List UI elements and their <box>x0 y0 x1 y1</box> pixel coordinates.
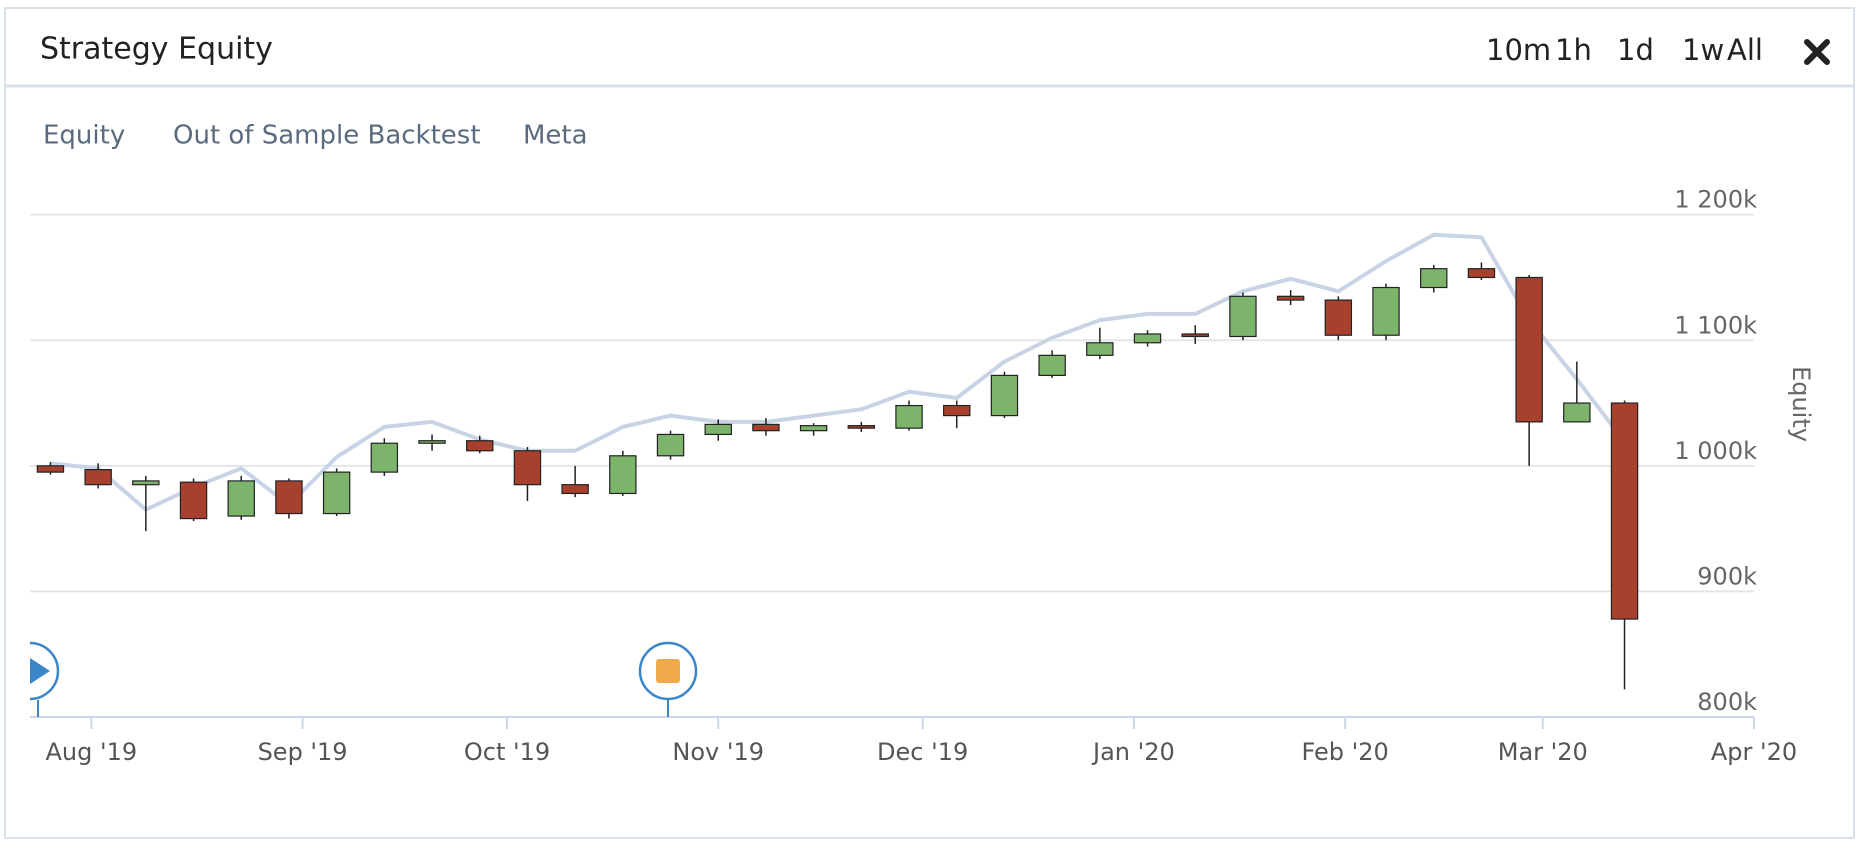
y-tick-label: 800k <box>1697 688 1757 716</box>
candle-body <box>1324 299 1353 336</box>
candle-body <box>132 480 160 486</box>
y-tick-label: 1 100k <box>1674 311 1757 339</box>
candle-body <box>84 469 112 486</box>
candle-body <box>466 440 494 452</box>
panel-border <box>4 7 1855 839</box>
x-tick-label: Jan '20 <box>1091 738 1175 766</box>
candle-body <box>1086 342 1114 356</box>
candle-body <box>322 471 351 515</box>
range-button[interactable]: 10m <box>1486 33 1551 67</box>
candle-body <box>418 440 446 444</box>
candle-body <box>561 484 589 495</box>
candle-body <box>1515 276 1543 423</box>
y-axis-title: Equity <box>1787 366 1815 442</box>
y-tick-label: 1 000k <box>1674 437 1757 465</box>
x-tick-label: Aug '19 <box>46 738 138 766</box>
candle-body <box>1276 295 1305 301</box>
candle-body <box>1133 333 1162 344</box>
candle-body <box>1181 333 1209 338</box>
candle-body <box>895 404 923 429</box>
tab[interactable]: Equity <box>43 121 125 151</box>
candle-body <box>227 480 255 517</box>
candle-body <box>1420 268 1448 289</box>
x-tick-label: Feb '20 <box>1302 738 1389 766</box>
candle-body <box>990 374 1019 417</box>
equity-line <box>50 232 1627 512</box>
y-tick-label: 900k <box>1697 562 1757 590</box>
x-tick-label: Apr '20 <box>1711 738 1797 766</box>
candle-body <box>179 481 208 520</box>
tab[interactable]: Meta <box>523 121 588 151</box>
x-tick-label: Oct '19 <box>464 738 550 766</box>
x-tick-label: Sep '19 <box>258 738 348 766</box>
flags <box>30 641 698 717</box>
range-button[interactable]: 1h <box>1555 33 1592 67</box>
x-tick-label: Mar '20 <box>1498 738 1588 766</box>
candle-body <box>799 425 828 432</box>
candle-body <box>847 425 876 429</box>
close-button[interactable] <box>1804 39 1830 65</box>
candle-body <box>36 465 65 473</box>
y-tick-label: 1 200k <box>1674 186 1757 214</box>
candle-body <box>1372 286 1400 336</box>
range-button[interactable]: 1w <box>1682 33 1724 67</box>
candle-body <box>1038 354 1066 377</box>
range-button[interactable]: 1d <box>1617 33 1654 67</box>
x-tick-label: Dec '19 <box>877 738 968 766</box>
candle-body <box>1563 402 1591 423</box>
candle-body <box>1229 295 1257 338</box>
candle-body <box>1467 268 1496 279</box>
tab[interactable]: Out of Sample Backtest <box>173 121 481 151</box>
candle-body <box>513 450 542 486</box>
candle-body <box>275 480 303 515</box>
candle-body <box>752 423 780 432</box>
candle-body <box>704 423 732 436</box>
candle-body <box>370 442 399 473</box>
candle-body <box>609 455 637 495</box>
candle-body <box>1610 402 1639 620</box>
candle-body <box>656 433 685 457</box>
candle-body <box>943 404 971 417</box>
range-button[interactable]: All <box>1727 33 1763 67</box>
panel-title: Strategy Equity <box>40 32 273 67</box>
x-tick-label: Nov '19 <box>672 738 764 766</box>
